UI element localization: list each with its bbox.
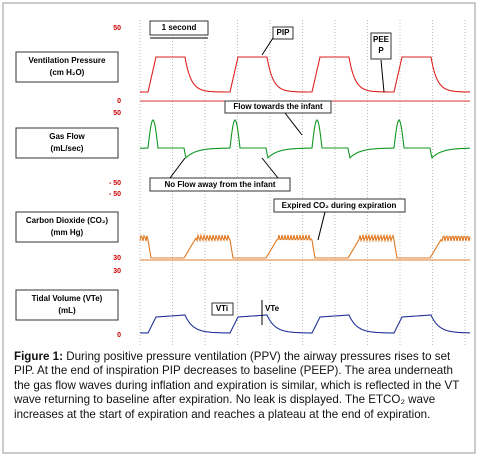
panel-label: Ventilation Pressure (29, 56, 106, 65)
annotation: VTi (216, 304, 228, 313)
axis-label: 50 (113, 25, 121, 32)
annotation-box (149, 20, 209, 36)
traces (139, 56, 471, 334)
panel-label: Tidal Volume (VTe) (32, 294, 103, 303)
panel-unit: (mL) (58, 306, 76, 315)
axis-label: 30 (113, 255, 121, 262)
axis-label: 0 (117, 98, 121, 105)
panel-unit: (mm Hg) (51, 228, 84, 237)
annotation: PEEP (372, 35, 389, 55)
axis-label: 30 (113, 268, 121, 275)
annotation-wrap: PEEP (372, 35, 389, 55)
annotation-box (211, 302, 234, 316)
axis-label: - 50 (109, 191, 121, 198)
annotation: No Flow away from the infant (164, 180, 275, 189)
panel-label: Carbon Dioxide (CO₂) (26, 216, 109, 225)
volume-trace (140, 314, 471, 334)
co2-trace (139, 233, 471, 259)
axis-label: 0 (117, 332, 121, 339)
panel-label: Gas Flow (49, 132, 85, 141)
label-box (15, 289, 119, 321)
arrow (317, 211, 326, 241)
labels: Ventilation Pressure (cm H₂O) 50 0 Gas Flow (… (15, 25, 121, 339)
annotation-box (224, 100, 332, 114)
annotation-box (149, 177, 291, 192)
axis-label: 50 (113, 110, 121, 117)
label-box (15, 211, 119, 243)
grid (139, 20, 466, 345)
arrow (284, 112, 303, 136)
axis-label: - 50 (109, 180, 121, 187)
caption-text: During positive pressure ventilation (PP… (14, 350, 460, 421)
annotation: VTe (265, 304, 280, 313)
flow-trace (139, 119, 470, 159)
label-box (15, 51, 119, 83)
label-box (15, 127, 119, 159)
panel-unit: (cm H₂O) (50, 68, 85, 77)
annotation-box (272, 26, 294, 40)
caption-label: Figure 1: (14, 350, 63, 363)
arrow (261, 37, 274, 56)
frame (2, 2, 476, 454)
arrow (169, 157, 186, 179)
caption: Figure 1: During positive pressure venti… (14, 350, 466, 422)
annotation: 1 second (162, 23, 197, 32)
arrow (380, 59, 385, 93)
annotation: PIP (277, 28, 291, 37)
pressure-trace (140, 56, 470, 93)
annotation-box (370, 32, 392, 60)
annotation: Flow towards the infant (233, 102, 323, 111)
annotation-box (273, 198, 406, 213)
arrow (261, 157, 279, 179)
annotation: Expired CO₂ during expiration (282, 201, 397, 210)
panel-unit: (mL/sec) (51, 144, 84, 153)
